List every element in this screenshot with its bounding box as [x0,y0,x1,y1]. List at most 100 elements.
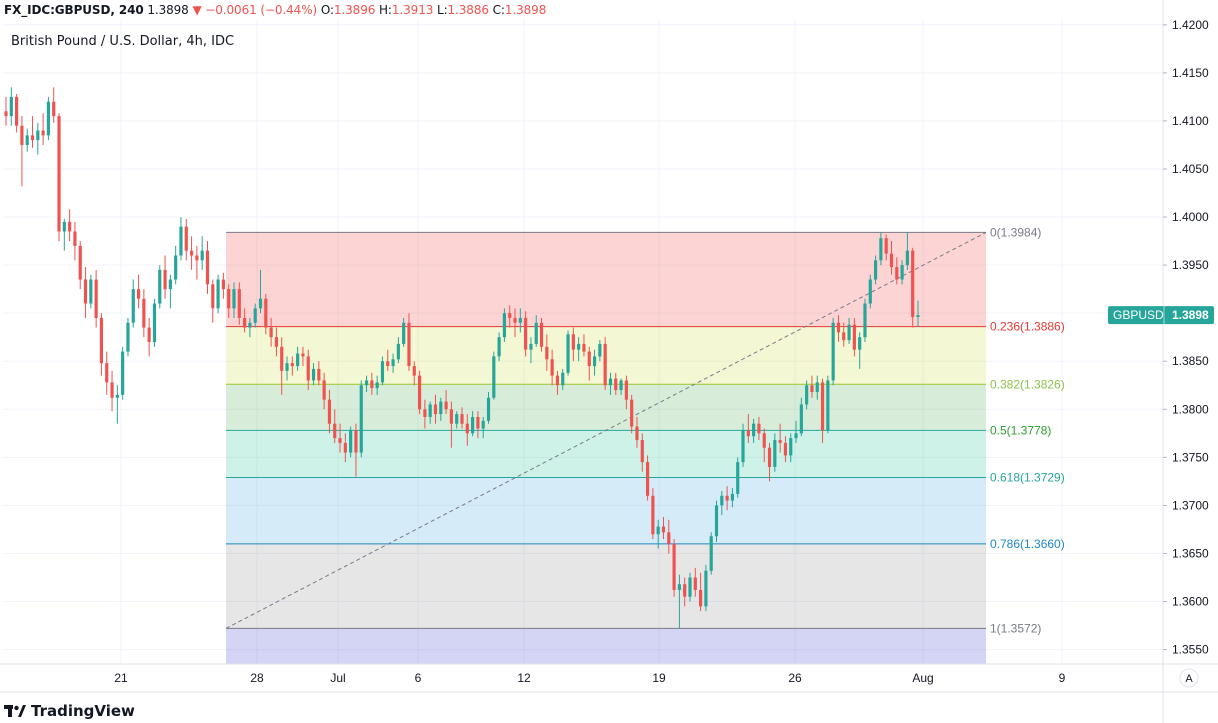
candle-body [683,584,687,597]
candle-body [815,382,819,392]
candle-body [62,221,66,232]
candle-body [842,332,846,341]
candle-body [688,577,692,597]
candle-body [131,289,135,323]
candle-body [481,420,485,429]
candle-body [635,426,639,441]
candle-body [78,245,82,280]
candle-body [534,322,538,344]
candle-body [444,401,448,410]
candle-body [439,401,443,415]
time-tick-label: 12 [517,671,531,685]
candle-body [566,334,570,373]
time-tick-label: 21 [114,671,128,685]
candle-body [349,430,353,453]
candle-body [370,380,374,389]
candle-body [555,375,560,386]
candle-body [465,423,469,434]
price-tick-label: 1.3800 [1172,402,1209,416]
fib-level-label: 1(1.3572) [990,621,1041,635]
candle-body [805,385,809,405]
candle-body [301,353,305,357]
candle-body [105,363,109,383]
fib-level-label: 0.786(1.3660) [990,537,1065,551]
fib-zone [226,232,986,327]
candle-body [911,250,915,318]
candle-body [826,380,830,431]
candle-body [375,382,379,389]
candle-body [471,416,475,434]
candle-body [704,570,708,607]
candle-body [836,322,841,333]
candle-body [619,380,623,391]
candle-body [847,324,851,341]
candle-body [99,317,104,364]
time-tick-label: Jul [330,671,345,685]
candle-body [757,423,761,434]
candle-body [380,361,385,383]
candle-body [693,577,697,590]
candle-body [136,289,141,299]
candle-body [412,366,416,376]
candle-body [89,279,93,304]
auto-scale-button[interactable] [1179,668,1199,688]
candle-body [184,226,188,251]
price-tick-label: 1.4200 [1172,18,1209,32]
candle-body [884,238,888,254]
candle-body [9,96,13,117]
candle-body [205,250,210,285]
candle-body [831,322,835,381]
price-tick-label: 1.3650 [1172,546,1209,560]
last-price: 1.3898 [147,3,189,17]
price-tick-label: 1.3850 [1172,354,1209,368]
high-label: H: [379,3,392,17]
price-tick-label: 1.3950 [1172,258,1209,272]
candle-body [725,495,729,501]
candle-body [391,359,395,367]
candle-body [327,399,332,424]
candle-body [614,378,618,391]
candle-body [269,327,273,338]
price-tick-label: 1.3750 [1172,450,1209,464]
candle-body [402,322,406,344]
tradingview-logo[interactable]: TradingView [4,702,135,720]
candle-body [736,462,740,494]
candle-body [858,337,862,350]
candle-body [333,423,337,439]
candle-body [41,130,45,136]
candle-body [386,361,390,367]
candle-body [916,315,920,318]
candle-body [714,505,719,537]
high-value: 1.3913 [391,3,434,17]
low-label: L: [436,3,448,17]
candle-body [258,298,263,309]
candle-body [264,298,268,328]
candle-body [497,337,501,357]
candle-body [656,526,660,535]
down-arrow-icon: ▼ [192,3,202,17]
candle-body [142,298,146,328]
price-tick-label: 1.4000 [1172,210,1209,224]
candle-body [852,324,856,350]
candle-body [789,438,793,456]
candle-body [285,363,289,371]
candle-body [455,414,459,424]
symbol-header: FX_IDC:GBPUSD, 240 1.3898 ▼ −0.0061 (−0.… [4,3,546,17]
candle-body [338,438,342,443]
candle-body [476,416,480,429]
candle-body [30,135,35,141]
time-tick-label: 28 [250,671,264,685]
price-tick-label: 1.4050 [1172,162,1209,176]
candle-body [317,368,321,381]
candle-body [417,375,422,410]
candle-body [221,279,225,290]
candle-body [126,322,130,352]
candle-body [767,447,772,467]
candle-body [195,255,199,261]
candle-body [147,327,151,342]
candle-body [582,343,586,352]
candle-body [460,414,464,424]
candle-body [794,433,798,439]
candle-body [200,250,204,261]
